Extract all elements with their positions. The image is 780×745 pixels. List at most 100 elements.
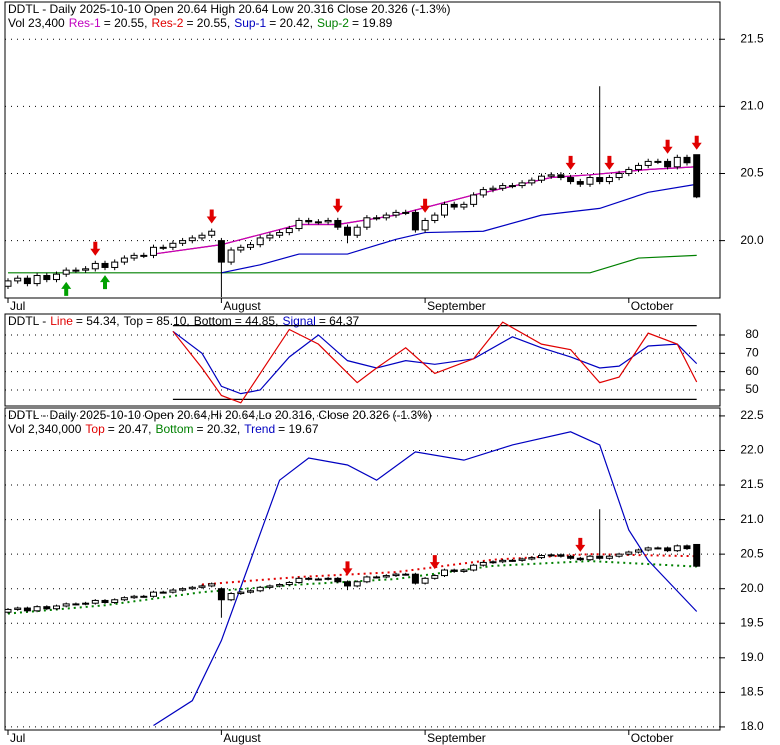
candle-body (683, 156, 691, 164)
x-tick-label: September (427, 299, 486, 313)
y-tick-label: 21.5 (740, 477, 764, 491)
candle-body (625, 551, 633, 555)
candle-body (4, 280, 12, 287)
candle-body (101, 262, 109, 268)
candle-body (547, 174, 555, 177)
y-tick-label: 22.5 (740, 408, 764, 422)
candle-body (683, 545, 691, 550)
candle-body (266, 585, 274, 588)
candle-body (140, 254, 148, 257)
candle-body (489, 561, 497, 564)
sell-arrow (332, 198, 343, 213)
candle-body (120, 597, 128, 601)
candle-body (62, 603, 70, 607)
candle-body (411, 211, 419, 231)
candle-body (489, 187, 497, 191)
candle-body (82, 602, 90, 605)
candle-body (72, 603, 80, 606)
candle-body (237, 246, 245, 251)
legend-name: Sup-1 (234, 16, 266, 30)
candle-body (198, 585, 206, 588)
candle-body (295, 219, 303, 230)
candle-body (159, 246, 167, 249)
indicator-line (7, 560, 697, 615)
candle-body (4, 608, 12, 613)
sell-arrow (420, 198, 431, 213)
candle-body (101, 599, 109, 604)
candle-body (373, 576, 381, 579)
candle-body (23, 277, 31, 285)
candle-body (673, 545, 681, 552)
candle-body (664, 160, 672, 168)
candle-body (586, 555, 594, 561)
candle-body (82, 268, 90, 271)
candle-body (382, 575, 390, 578)
candle-body (557, 174, 565, 179)
legend-name: Signal (282, 314, 315, 328)
candle-body (538, 555, 545, 559)
candle-body (334, 219, 342, 228)
candle-body (460, 569, 468, 572)
legend-name: Sup-2 (317, 16, 349, 30)
candle-body (479, 189, 487, 196)
y-tick-label: 70 (745, 345, 759, 359)
indicator-line (221, 183, 697, 274)
y-tick-label: 18.0 (740, 719, 764, 733)
candle-body (198, 234, 206, 239)
x-tick-label: September (427, 731, 486, 745)
header: Vol 2,340,000 Top = 20.47, Bottom = 20.32, Tr… (8, 422, 319, 436)
candle-body (256, 237, 264, 246)
buy-arrow (61, 281, 72, 296)
candle-body (654, 547, 662, 550)
candle-body (441, 569, 448, 577)
legend-value: = 20.55, (104, 16, 148, 30)
candle-body (421, 219, 429, 231)
candle-body (179, 240, 187, 244)
y-tick-label: 20.0 (740, 581, 764, 595)
sell-arrow (691, 135, 702, 150)
candle-body (14, 607, 22, 610)
candle-body (217, 588, 225, 601)
candle-body (373, 217, 381, 220)
candle-body (518, 558, 526, 561)
candle-body (392, 211, 400, 216)
candle-body (664, 547, 672, 552)
candle-body (43, 275, 51, 281)
legend-value: = 20.55, (186, 16, 230, 30)
candle-body (247, 244, 254, 248)
y-tick-label: 21.0 (740, 512, 764, 526)
candle-body (72, 269, 80, 272)
y-tick-label: 21.0 (740, 99, 764, 113)
candle-body (227, 249, 235, 263)
candle-body (557, 554, 565, 557)
y-tick-label: 50 (745, 382, 759, 396)
candle-body (363, 576, 371, 583)
legend-name: Trend (244, 422, 275, 436)
candle-body (353, 226, 361, 236)
legend-name: Bottom (155, 422, 193, 436)
candle-body (285, 228, 293, 234)
legend-value: = 64.37 (319, 314, 360, 328)
legend-value: = 44.85, (235, 314, 279, 328)
candle-body (237, 591, 245, 595)
candle-body (266, 234, 274, 239)
candle-body (188, 237, 196, 242)
candle-body (528, 179, 536, 184)
candle-body (305, 577, 313, 580)
candle-body (460, 203, 468, 208)
candle-body (314, 578, 322, 581)
candle-body (276, 232, 284, 236)
candle-body (421, 577, 429, 584)
candle-body (179, 588, 187, 591)
header-title: DDTL - (8, 314, 46, 328)
legend-name: Res-1 (69, 16, 101, 30)
candle-body (644, 160, 652, 166)
legend-name: Res-2 (151, 16, 183, 30)
sell-arrow (662, 139, 673, 154)
legend-name: Top (124, 314, 144, 328)
header-subtitle: Vol 23,400 (8, 16, 65, 30)
candle-body (150, 246, 157, 256)
x-tick-label: Jul (10, 731, 25, 745)
candle-body (285, 581, 293, 586)
